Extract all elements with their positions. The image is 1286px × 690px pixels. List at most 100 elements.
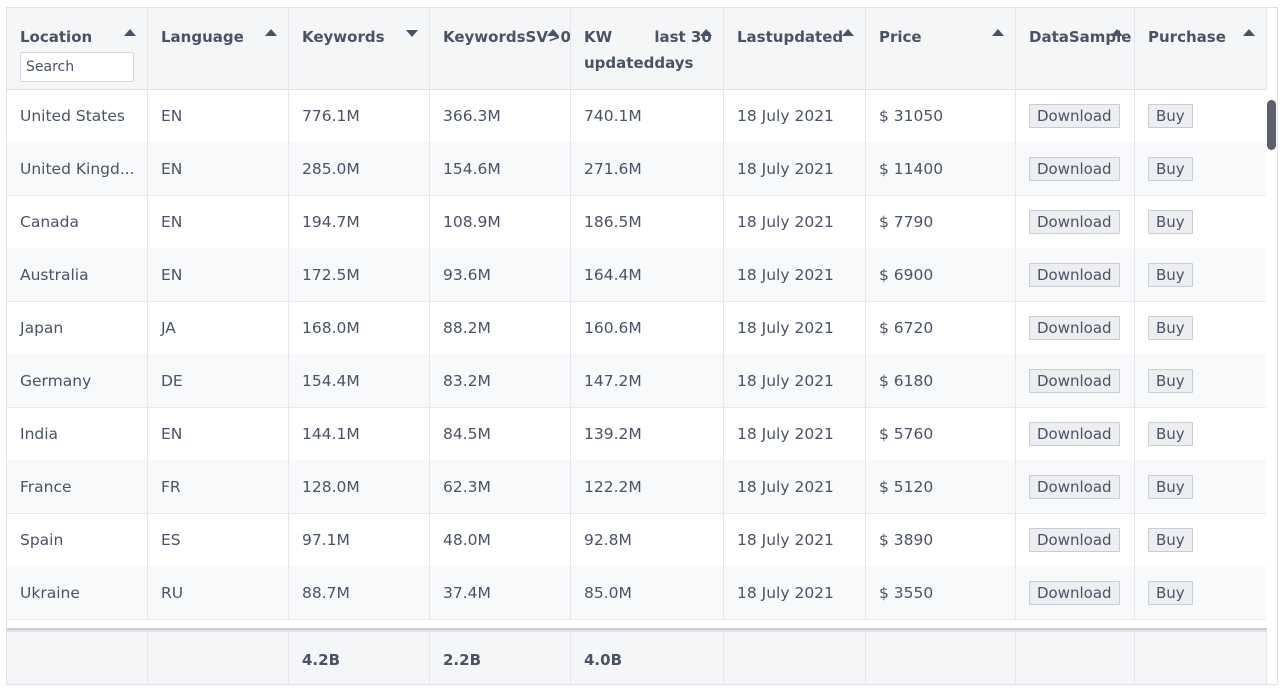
column-header-label: Data xyxy=(1029,28,1069,46)
data-grid: LocationLanguageKeywordsKeywordsSV>0KW u… xyxy=(6,7,1278,685)
footer-cell-price xyxy=(866,632,1016,684)
sort-ascending-icon[interactable] xyxy=(547,29,559,36)
column-header-last-updated[interactable]: Last updated xyxy=(724,8,866,89)
footer-cell-keywords: 4.2B xyxy=(289,632,430,684)
cell-last-updated: 18 July 2021 xyxy=(724,248,866,301)
cell-kw-updated-30d: 92.8M xyxy=(571,513,724,566)
cell-price: $ 6720 xyxy=(866,301,1016,354)
cell-keywords-sv: 88.2M xyxy=(430,301,571,354)
column-header-purchase[interactable]: Purchase xyxy=(1135,8,1267,89)
download-button[interactable]: Download xyxy=(1029,156,1120,181)
footer-cell-purchase xyxy=(1135,632,1267,684)
table-row[interactable]: France FR 128.0M 62.3M 122.2M 18 July 2021 $ 5… xyxy=(7,460,1267,514)
column-header-language[interactable]: Language xyxy=(148,8,289,89)
buy-button[interactable]: Buy xyxy=(1148,103,1193,128)
table-row[interactable]: Ukraine RU 88.7M 37.4M 85.0M 18 July 2021 $ 35… xyxy=(7,566,1267,620)
cell-keywords: 776.1M xyxy=(289,89,430,142)
buy-button[interactable]: Buy xyxy=(1148,421,1193,446)
download-button[interactable]: Download xyxy=(1029,580,1120,605)
sort-descending-icon[interactable] xyxy=(406,30,418,37)
column-header-keywords-sv[interactable]: Keywords SV>0 xyxy=(430,8,571,89)
cell-data-sample: Download xyxy=(1016,354,1135,407)
cell-language: EN xyxy=(148,248,289,301)
cell-price: $ 5760 xyxy=(866,407,1016,460)
column-header-data-sample[interactable]: Data Sample xyxy=(1016,8,1135,89)
download-button[interactable]: Download xyxy=(1029,262,1120,287)
table-row[interactable]: United Kingd... EN 285.0M 154.6M 271.6M 18 Ju… xyxy=(7,142,1267,196)
cell-purchase: Buy xyxy=(1135,248,1267,301)
vertical-scrollbar-thumb[interactable] xyxy=(1267,100,1276,150)
sort-ascending-icon[interactable] xyxy=(1243,29,1255,36)
table-row[interactable]: Japan JA 168.0M 88.2M 160.6M 18 July 2021 $ 67… xyxy=(7,301,1267,355)
download-button[interactable]: Download xyxy=(1029,368,1120,393)
buy-button[interactable]: Buy xyxy=(1148,368,1193,393)
cell-price: $ 6180 xyxy=(866,354,1016,407)
table-row[interactable]: Australia EN 172.5M 93.6M 164.4M 18 July 2021… xyxy=(7,248,1267,302)
cell-location: United Kingd... xyxy=(7,142,148,195)
table-row[interactable]: Germany DE 154.4M 83.2M 147.2M 18 July 2021 $ … xyxy=(7,354,1267,408)
table-row[interactable]: Spain ES 97.1M 48.0M 92.8M 18 July 2021 $ 3890… xyxy=(7,513,1267,567)
location-search-input[interactable] xyxy=(20,52,134,82)
cell-keywords-sv: 93.6M xyxy=(430,248,571,301)
download-button[interactable]: Download xyxy=(1029,527,1120,552)
download-button[interactable]: Download xyxy=(1029,474,1120,499)
cell-location: United States xyxy=(7,89,148,142)
table-row[interactable]: Canada EN 194.7M 108.9M 186.5M 18 July 2021 $ … xyxy=(7,195,1267,249)
cell-last-updated: 18 July 2021 xyxy=(724,513,866,566)
sort-ascending-icon[interactable] xyxy=(700,29,712,36)
buy-button[interactable]: Buy xyxy=(1148,156,1193,181)
cell-keywords: 172.5M xyxy=(289,248,430,301)
cell-location: Australia xyxy=(7,248,148,301)
footer-cell-language xyxy=(148,632,289,684)
column-header-label: Price xyxy=(879,28,922,46)
cell-location: Japan xyxy=(7,301,148,354)
table-row[interactable]: India EN 144.1M 84.5M 139.2M 18 July 2021 $ 57… xyxy=(7,407,1267,461)
sort-ascending-icon[interactable] xyxy=(842,29,854,36)
buy-button[interactable]: Buy xyxy=(1148,580,1193,605)
cell-purchase: Buy xyxy=(1135,407,1267,460)
horizontal-divider xyxy=(7,628,1267,630)
download-button[interactable]: Download xyxy=(1029,421,1120,446)
buy-button[interactable]: Buy xyxy=(1148,209,1193,234)
column-header-keywords[interactable]: Keywords xyxy=(289,8,430,89)
buy-button[interactable]: Buy xyxy=(1148,474,1193,499)
cell-data-sample: Download xyxy=(1016,460,1135,513)
cell-keywords: 128.0M xyxy=(289,460,430,513)
cell-last-updated: 18 July 2021 xyxy=(724,460,866,513)
footer-totals-row: 4.2B 2.2B 4.0B xyxy=(7,630,1267,684)
download-button[interactable]: Download xyxy=(1029,103,1120,128)
column-header-location[interactable]: Location xyxy=(7,8,148,89)
cell-data-sample: Download xyxy=(1016,407,1135,460)
cell-purchase: Buy xyxy=(1135,89,1267,142)
sort-ascending-icon[interactable] xyxy=(992,29,1004,36)
table-row[interactable]: United States EN 776.1M 366.3M 740.1M 18 July… xyxy=(7,89,1267,143)
vertical-scroll-track[interactable] xyxy=(1266,90,1277,630)
sort-ascending-icon[interactable] xyxy=(124,29,136,36)
cell-keywords-sv: 37.4M xyxy=(430,566,571,619)
sort-ascending-icon[interactable] xyxy=(1111,29,1123,36)
buy-button[interactable]: Buy xyxy=(1148,262,1193,287)
column-header-kw-updated-30d[interactable]: KW updated last 30 days xyxy=(571,8,724,89)
sort-ascending-icon[interactable] xyxy=(265,29,277,36)
column-header-label: last 30 days xyxy=(654,28,712,72)
cell-price: $ 3550 xyxy=(866,566,1016,619)
download-button[interactable]: Download xyxy=(1029,209,1120,234)
cell-language: DE xyxy=(148,354,289,407)
buy-button[interactable]: Buy xyxy=(1148,527,1193,552)
cell-purchase: Buy xyxy=(1135,460,1267,513)
footer-cell-keywords-sv: 2.2B xyxy=(430,632,571,684)
cell-data-sample: Download xyxy=(1016,566,1135,619)
cell-kw-updated-30d: 164.4M xyxy=(571,248,724,301)
buy-button[interactable]: Buy xyxy=(1148,315,1193,340)
cell-keywords: 154.4M xyxy=(289,354,430,407)
cell-price: $ 31050 xyxy=(866,89,1016,142)
cell-language: EN xyxy=(148,142,289,195)
cell-last-updated: 18 July 2021 xyxy=(724,301,866,354)
cell-language: EN xyxy=(148,407,289,460)
column-header-price[interactable]: Price xyxy=(866,8,1016,89)
cell-last-updated: 18 July 2021 xyxy=(724,407,866,460)
cell-keywords: 88.7M xyxy=(289,566,430,619)
cell-kw-updated-30d: 740.1M xyxy=(571,89,724,142)
download-button[interactable]: Download xyxy=(1029,315,1120,340)
footer-cell-location xyxy=(7,632,148,684)
